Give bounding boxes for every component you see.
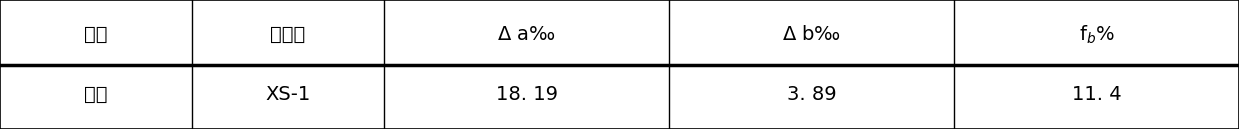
Text: 11. 4: 11. 4 <box>1072 85 1121 104</box>
Text: $\Delta$ b‰: $\Delta$ b‰ <box>782 25 841 44</box>
Text: 样地: 样地 <box>84 25 108 44</box>
Text: $\Delta$ a‰: $\Delta$ a‰ <box>497 25 556 44</box>
Text: XS-1: XS-1 <box>265 85 311 104</box>
Text: $\mathrm{f}_b$%: $\mathrm{f}_b$% <box>1079 24 1114 46</box>
Text: 18. 19: 18. 19 <box>496 85 558 104</box>
Text: 3. 89: 3. 89 <box>787 85 836 104</box>
Text: 植株号: 植株号 <box>270 25 306 44</box>
Text: 一区: 一区 <box>84 85 108 104</box>
